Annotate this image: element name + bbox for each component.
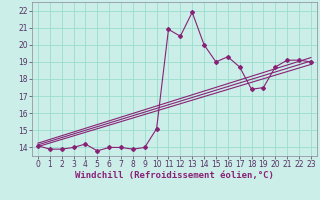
X-axis label: Windchill (Refroidissement éolien,°C): Windchill (Refroidissement éolien,°C) xyxy=(75,171,274,180)
